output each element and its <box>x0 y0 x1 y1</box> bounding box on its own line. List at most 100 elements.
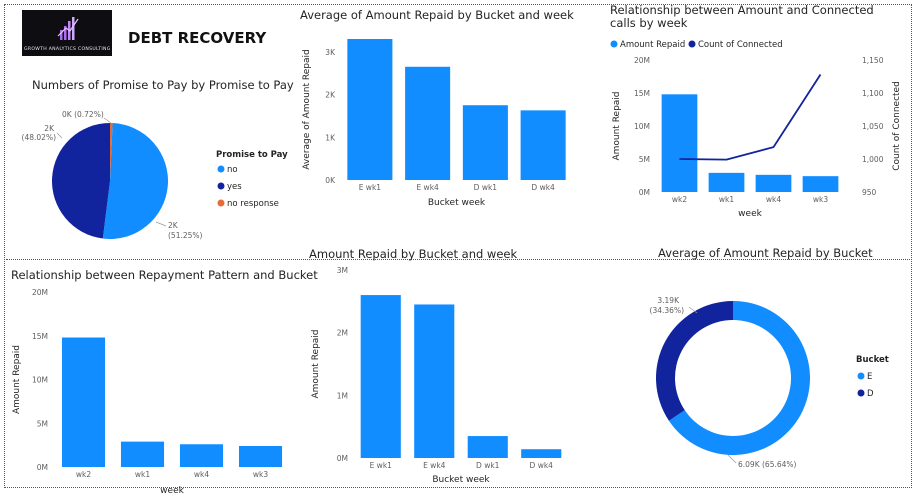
amount-bucket-week-y-axis-label: Amount Repaid <box>311 329 321 398</box>
avg-bucket-week-x-tick-label: E wk4 <box>416 183 439 192</box>
donut-label-e: 6.09K (65.64%) <box>738 460 797 469</box>
pie-leader-line <box>155 221 167 227</box>
combo-y-tick-label: 20M <box>634 56 650 65</box>
amount-bucket-week-y-tick-label: 0M <box>337 454 348 463</box>
amount-bucket-week-x-axis-label: Bucket week <box>432 475 490 485</box>
combo-chart-title: Relationship between Amount and Connecte… <box>610 3 874 30</box>
combo-y-axis-label: Amount Repaid <box>612 91 622 160</box>
pie-label-no-response: 0K (0.72%) <box>62 110 104 119</box>
avg-bucket-week-y-tick-label: 3K <box>325 48 336 57</box>
pie-legend-label: no response <box>227 199 279 209</box>
combo-bar <box>755 174 792 192</box>
repay-pattern-y-tick-label: 0M <box>37 463 48 472</box>
combo-x-tick-label: wk1 <box>719 195 734 204</box>
combo-legend-marker-amount <box>610 40 618 48</box>
combo-y-tick-label: 0M <box>639 188 650 197</box>
pie-leader-line <box>56 132 63 139</box>
pie-legend-marker <box>217 182 225 190</box>
amount-bucket-week-x-tick-label: D wk4 <box>530 461 554 470</box>
repay-pattern-y-tick-label: 10M <box>32 376 48 385</box>
combo-legend-label-connected: Count of Connected <box>698 40 783 50</box>
donut-leader-line <box>727 454 737 464</box>
donut-legend-label: E <box>867 372 872 382</box>
repay-pattern-y-axis-label: Amount Repaid <box>12 345 22 414</box>
pie-legend-marker <box>217 165 225 173</box>
combo-x-tick-label: wk2 <box>672 195 687 204</box>
pie-slice <box>102 123 168 239</box>
combo-legend-label-amount: Amount Repaid <box>620 40 685 50</box>
combo-y2-tick-label: 950 <box>862 188 877 197</box>
amount-bucket-week-y-tick-label: 2M <box>337 329 348 338</box>
amount-bucket-week-bar <box>360 295 401 458</box>
logo-text: GROWTH ANALYTICS CONSULTING <box>24 47 111 52</box>
combo-bar <box>708 172 745 192</box>
combo-x-axis-label: week <box>738 209 762 219</box>
amount-bucket-week-y-tick-label: 1M <box>337 391 348 400</box>
amount-bucket-week-bar <box>414 304 455 458</box>
amount-bucket-week-title: Amount Repaid by Bucket and week <box>309 247 518 261</box>
pie-slice <box>110 123 113 181</box>
repay-pattern-x-tick-label: wk4 <box>194 470 209 479</box>
repay-pattern-bar <box>238 446 283 467</box>
amount-bucket-week-bar <box>521 449 562 458</box>
amount-bucket-week-bar <box>467 436 508 458</box>
avg-bucket-week-y-tick-label: 0K <box>325 176 336 185</box>
avg-bucket-week-y-tick-label: 2K <box>325 91 336 100</box>
combo-y2-axis-label: Count of Connected <box>892 81 902 171</box>
avg-bucket-week-bar <box>405 66 451 180</box>
amount-bucket-week-y-tick-label: 3M <box>337 266 348 275</box>
pie-legend-marker <box>217 199 225 207</box>
amount-bucket-week-x-tick-label: E wk4 <box>423 461 446 470</box>
combo-legend-marker-connected <box>688 40 696 48</box>
repay-pattern-x-axis-label: week <box>160 486 184 494</box>
repay-pattern-x-tick-label: wk1 <box>135 470 150 479</box>
donut-legend-label: D <box>867 389 874 399</box>
donut-pct-d: (34.36%) <box>650 306 685 315</box>
combo-y2-tick-label: 1,100 <box>862 89 884 98</box>
logo-chart-icon <box>57 17 79 40</box>
combo-y2-tick-label: 1,050 <box>862 122 884 131</box>
repay-pattern-bar <box>120 441 165 467</box>
donut-chart-title: Average of Amount Repaid by Bucket <box>658 246 873 260</box>
repay-pattern-x-tick-label: wk2 <box>76 470 91 479</box>
amount-bucket-week-x-tick-label: D wk1 <box>476 461 500 470</box>
avg-bucket-week-bar <box>462 105 508 180</box>
repay-pattern-y-tick-label: 15M <box>32 332 48 341</box>
company-logo: GROWTH ANALYTICS CONSULTING <box>22 10 112 56</box>
donut-slice <box>656 301 733 421</box>
avg-bucket-week-y-tick-label: 1K <box>325 133 336 142</box>
repay-pattern-x-tick-label: wk3 <box>253 470 268 479</box>
donut-leader-line <box>688 306 698 314</box>
combo-x-tick-label: wk4 <box>766 195 781 204</box>
repay-pattern-bar <box>61 337 106 467</box>
donut-legend-marker <box>857 389 865 397</box>
combo-bar <box>661 94 698 192</box>
avg-bucket-week-x-tick-label: D wk1 <box>474 183 498 192</box>
avg-bucket-week-title: Average of Amount Repaid by Bucket and w… <box>300 8 574 22</box>
amount-bucket-week-x-tick-label: E wk1 <box>370 461 393 470</box>
repay-pattern-bar <box>179 444 224 467</box>
avg-bucket-week-x-axis-label: Bucket week <box>428 198 486 208</box>
repay-pattern-title: Relationship between Repayment Pattern a… <box>11 268 318 282</box>
combo-y-tick-label: 5M <box>639 155 650 164</box>
report-frame <box>4 4 912 488</box>
pie-pct-no: (51.25%) <box>168 231 203 240</box>
combo-y2-tick-label: 1,000 <box>862 155 884 164</box>
combo-connected-line <box>679 74 822 161</box>
avg-bucket-week-x-tick-label: E wk1 <box>359 183 382 192</box>
donut-legend-title: Bucket <box>856 355 889 365</box>
pie-pct-yes: (48.02%) <box>22 133 57 142</box>
pie-slice <box>52 123 110 239</box>
avg-bucket-week-y-axis-label: Average of Amount Repaid <box>302 49 312 169</box>
repay-pattern-y-tick-label: 20M <box>32 288 48 297</box>
report-title: DEBT RECOVERY <box>128 29 267 47</box>
pie-label-yes: 2K <box>44 124 55 133</box>
donut-legend-marker <box>857 372 865 380</box>
pie-legend-label: yes <box>227 182 242 192</box>
combo-y-tick-label: 15M <box>634 89 650 98</box>
pie-legend-label: no <box>227 165 238 175</box>
repay-pattern-y-tick-label: 5M <box>37 419 48 428</box>
avg-bucket-week-bar <box>347 39 393 180</box>
avg-bucket-week-x-tick-label: D wk4 <box>531 183 555 192</box>
